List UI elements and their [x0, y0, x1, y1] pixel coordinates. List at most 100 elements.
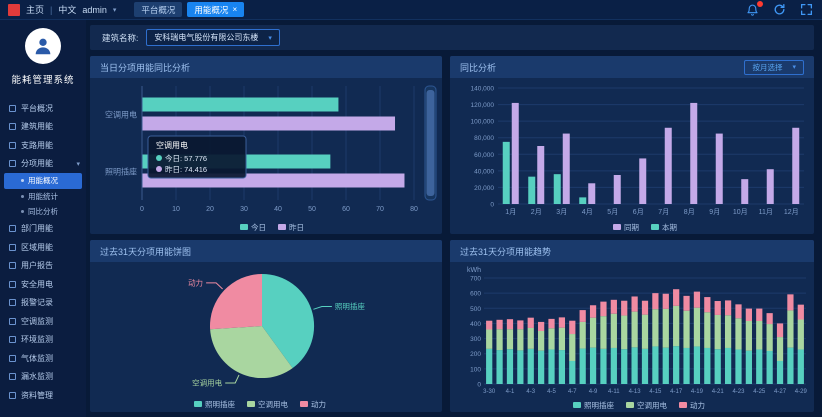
svg-text:1月: 1月	[505, 208, 516, 216]
sidebar-item-label: 漏水监测	[21, 372, 53, 382]
svg-text:5月: 5月	[607, 208, 618, 216]
sidebar-item-department-energy[interactable]: 部门用能	[0, 220, 86, 239]
panel-energy-trend: 过去31天分项用能趋势 0 100 200 300 400 500 600 700 kWh 3-3…	[450, 240, 814, 412]
stack-照明插座	[735, 349, 742, 384]
stack-空调用电	[641, 314, 649, 349]
stack-动力	[506, 319, 514, 330]
topbar-icons	[746, 0, 814, 17]
svg-text:今日: 57.776: 今日: 57.776	[165, 153, 207, 163]
sidebar-item-label: 资料管理	[21, 390, 53, 400]
alarm-icon	[9, 299, 16, 307]
sidebar-item-safe-power[interactable]: 安全用电	[0, 275, 86, 294]
sidebar-item-ac-monitor[interactable]: 空调监测	[0, 312, 86, 331]
svg-text:60,000: 60,000	[474, 152, 494, 159]
building-select-value: 安科瑞电气股份有限公司东楼	[154, 33, 259, 42]
svg-text:4-21: 4-21	[712, 389, 725, 395]
stack-空调用电	[714, 314, 721, 350]
sidebar-item-label: 报警记录	[21, 298, 53, 308]
yoy-bar-chart[interactable]: 0 20,000 40,000 60,000 80,000 100,000 120,000 1…	[450, 78, 814, 234]
sidebar-item-leak-monitor[interactable]: 漏水监测	[0, 368, 86, 387]
fullscreen-icon[interactable]	[800, 3, 814, 17]
energy-trend-chart[interactable]: 0 100 200 300 400 500 600 700 kWh 3-30 4-1 4-3 4-5 4-…	[450, 262, 814, 412]
svg-text:50: 50	[308, 206, 316, 213]
building-select[interactable]: 安科瑞电气股份有限公司东楼 ▾	[146, 29, 280, 46]
stack-照明插座	[631, 347, 638, 384]
sidebar-item-building-energy[interactable]: 建筑用能	[0, 118, 86, 137]
bar-同期	[511, 102, 519, 204]
notification-bell-icon[interactable]	[746, 0, 763, 17]
svg-text:4-15: 4-15	[649, 389, 662, 395]
sidebar-item-region-energy[interactable]: 区域用能	[0, 238, 86, 257]
legend-label: 今日	[251, 222, 266, 232]
stack-动力	[745, 308, 752, 322]
svg-text:照明插座: 照明插座	[105, 167, 137, 177]
svg-text:4-27: 4-27	[774, 389, 787, 395]
ac-monitor-icon	[9, 317, 16, 325]
bar-本期	[553, 174, 561, 204]
bar-同期	[588, 183, 596, 204]
bar-今日	[142, 97, 339, 112]
sidebar-item-gas-monitor[interactable]: 气体监测	[0, 349, 86, 368]
sidebar: 能耗管理系统 平台概况 建筑用能 支路用能 分项用能 ▾ 用能概况 用能统计 同比分析 部门用能…	[0, 20, 86, 417]
legend-label: 动力	[311, 399, 326, 409]
sidebar-subitem-energy-overview[interactable]: 用能概况	[4, 173, 82, 189]
legend-swatch	[278, 224, 286, 230]
stack-动力	[600, 301, 607, 317]
sidebar-item-archive-mgmt[interactable]: 资料管理	[0, 386, 86, 405]
user-menu[interactable]: admin	[82, 4, 107, 15]
stack-照明插座	[704, 347, 711, 384]
tab-platform-overview[interactable]: 平台概况	[134, 2, 183, 17]
stack-照明插座	[693, 346, 701, 384]
panel-yoy-analysis: 同比分析 按月选择 ▾ 0 20,000 40,000 60,000 80,000 100…	[450, 56, 814, 234]
chevron-down-icon: ▾	[268, 34, 272, 42]
panel-header: 同比分析 按月选择 ▾	[450, 56, 814, 78]
sidebar-item-label: 建筑用能	[21, 122, 53, 132]
building-icon	[9, 123, 16, 131]
close-icon[interactable]: ×	[232, 4, 238, 14]
stack-动力	[496, 319, 503, 330]
stack-空调用电	[600, 316, 607, 349]
refresh-icon[interactable]	[773, 3, 787, 17]
panel-title: 过去31天分项用能饼图	[100, 246, 192, 257]
sidebar-item-alarm-records[interactable]: 报警记录	[0, 294, 86, 313]
leak-monitor-icon	[9, 373, 16, 381]
stack-照明插座	[517, 350, 524, 384]
env-monitor-icon	[9, 336, 16, 344]
language-switcher[interactable]: 中文	[58, 5, 77, 15]
notification-badge	[757, 0, 763, 7]
sidebar-item-subitem-energy[interactable]: 分项用能 ▾	[0, 155, 86, 174]
svg-text:4月: 4月	[582, 208, 593, 216]
bullet-icon	[21, 194, 24, 198]
svg-text:昨日: 74.416: 昨日: 74.416	[165, 164, 207, 174]
sidebar-item-user-report[interactable]: 用户报告	[0, 257, 86, 276]
sidebar-item-label: 支路用能	[21, 140, 53, 150]
panel-header: 当日分项用能同比分析	[90, 56, 442, 78]
stack-动力	[787, 294, 794, 311]
svg-text:4-5: 4-5	[547, 389, 556, 395]
sidebar-subitem-energy-stats[interactable]: 用能统计	[0, 189, 86, 205]
sidebar-item-label: 环境监测	[21, 335, 53, 345]
filter-bar: 建筑名称: 安科瑞电气股份有限公司东楼 ▾	[90, 25, 814, 50]
home-link[interactable]: 主页	[26, 5, 45, 15]
stack-动力	[486, 320, 493, 330]
svg-text:40: 40	[274, 206, 282, 213]
sidebar-item-platform-overview[interactable]: 平台概况	[0, 99, 86, 118]
month-mode-select[interactable]: 按月选择 ▾	[744, 59, 804, 75]
svg-text:12月: 12月	[784, 208, 799, 216]
legend-swatch	[300, 401, 308, 407]
sidebar-item-env-monitor[interactable]: 环境监测	[0, 331, 86, 350]
bar-同期	[792, 127, 800, 204]
stack-空调用电	[538, 331, 545, 351]
sidebar-subitem-yoy-analysis[interactable]: 同比分析	[0, 204, 86, 220]
platform-icon	[9, 104, 16, 112]
user-avatar-icon[interactable]	[25, 28, 61, 64]
sidebar-item-label: 气体监测	[21, 353, 53, 363]
stack-动力	[610, 299, 617, 314]
svg-text:6月: 6月	[633, 208, 644, 216]
stack-空调用电	[569, 334, 576, 361]
tab-energy-overview[interactable]: 用能概况 ×	[187, 2, 245, 17]
sidebar-item-branch-energy[interactable]: 支路用能	[0, 136, 86, 155]
branch-icon	[9, 141, 16, 149]
